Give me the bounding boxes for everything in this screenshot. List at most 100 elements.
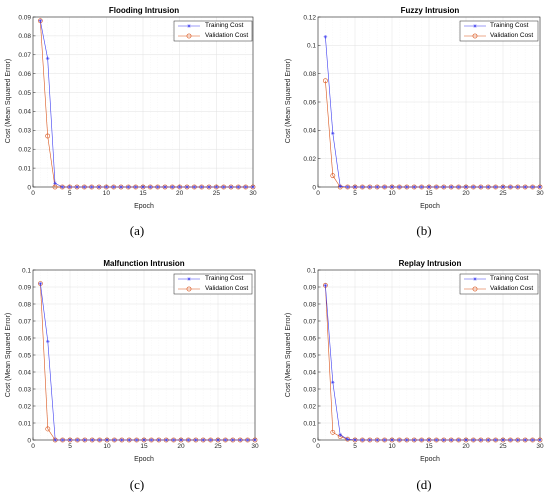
data-point-training bbox=[120, 438, 124, 442]
y-tick-label: 0.06 bbox=[303, 335, 316, 342]
chart-title: Fuzzy Intrusion bbox=[401, 6, 460, 15]
chart-title: Flooding Intrusion bbox=[109, 6, 179, 15]
x-tick-label: 5 bbox=[353, 443, 357, 450]
y-axis-label: Cost (Mean Squared Error) bbox=[285, 313, 292, 397]
y-tick-label: 0.04 bbox=[18, 369, 31, 376]
data-point-training bbox=[141, 185, 145, 189]
y-tick-label: 0.02 bbox=[18, 147, 31, 154]
x-tick-label: 30 bbox=[249, 190, 257, 197]
y-tick-label: 0.08 bbox=[18, 301, 31, 308]
data-point-training bbox=[516, 438, 520, 442]
data-point-training bbox=[179, 438, 183, 442]
data-point-training bbox=[464, 438, 468, 442]
y-tick-label: 0 bbox=[312, 184, 316, 191]
x-tick-label: 30 bbox=[251, 443, 259, 450]
x-axis-label: Epoch bbox=[420, 456, 440, 463]
y-tick-label: 0.02 bbox=[18, 403, 31, 410]
data-point-training bbox=[456, 185, 461, 189]
data-point-training bbox=[83, 438, 87, 442]
x-tick-label: 10 bbox=[388, 190, 396, 197]
data-point-training bbox=[53, 438, 57, 442]
y-tick-label: 0.04 bbox=[18, 109, 31, 116]
data-point-training bbox=[229, 185, 233, 189]
data-point-training bbox=[186, 438, 191, 442]
data-point-training bbox=[155, 185, 160, 189]
y-tick-label: 0.09 bbox=[303, 284, 316, 291]
x-axis-label: Epoch bbox=[134, 203, 154, 210]
data-point-training bbox=[46, 339, 50, 344]
data-point-training bbox=[223, 438, 228, 442]
x-tick-label: 0 bbox=[316, 443, 320, 450]
data-point-training bbox=[405, 185, 409, 189]
data-point-training bbox=[323, 283, 328, 288]
data-point-validation bbox=[37, 18, 43, 24]
x-tick-label: 25 bbox=[214, 443, 222, 450]
legend-swatch-marker bbox=[187, 277, 191, 281]
x-axis-label: Epoch bbox=[134, 456, 154, 463]
data-point-training bbox=[464, 185, 468, 189]
data-point-training bbox=[231, 438, 235, 442]
legend-label-training: Training Cost bbox=[205, 22, 244, 29]
y-axis-label: Cost (Mean Squared Error) bbox=[5, 313, 12, 397]
data-point-training bbox=[501, 185, 505, 189]
y-tick-label: 0.12 bbox=[303, 14, 316, 21]
y-tick-label: 0.1 bbox=[307, 267, 316, 274]
y-axis-label: Cost (Mean Squared Error) bbox=[5, 59, 12, 143]
data-point-training bbox=[82, 185, 87, 189]
panel-a: 0 5 10 15 20 25 30 0 0.01 0.02 0.03 0.04 0.05 0.06 0.0… bbox=[5, 6, 257, 238]
data-point-training bbox=[236, 185, 241, 189]
data-point-training bbox=[192, 185, 197, 189]
data-point-training bbox=[493, 438, 498, 442]
data-point-training bbox=[419, 185, 424, 189]
data-point-training bbox=[427, 438, 431, 442]
y-tick-label: 0.01 bbox=[18, 165, 31, 172]
x-tick-label: 20 bbox=[176, 190, 184, 197]
data-point-training bbox=[508, 185, 513, 189]
x-tick-label: 25 bbox=[213, 190, 221, 197]
legend-label-validation: Validation Cost bbox=[205, 285, 248, 292]
x-tick-label: 15 bbox=[139, 190, 147, 197]
data-point-training bbox=[221, 185, 226, 189]
data-point-training bbox=[97, 185, 101, 189]
data-point-training bbox=[486, 438, 490, 442]
data-point-training bbox=[501, 438, 505, 442]
legend-label-validation: Validation Cost bbox=[490, 32, 533, 39]
panel-c: 0 5 10 15 20 25 30 0 0.01 0.02 0.03 0.04 0.05 0.06 0.0… bbox=[5, 259, 259, 492]
data-point-training bbox=[243, 185, 248, 189]
data-point-training bbox=[214, 185, 219, 189]
data-point-training bbox=[170, 185, 175, 189]
data-point-training bbox=[538, 438, 542, 442]
legend-swatch-marker bbox=[472, 286, 478, 292]
data-point-training bbox=[201, 438, 205, 442]
data-point-training bbox=[449, 185, 453, 189]
data-point-training bbox=[382, 185, 387, 189]
data-point-training bbox=[360, 185, 365, 189]
x-tick-label: 5 bbox=[353, 190, 357, 197]
x-tick-label: 25 bbox=[499, 190, 507, 197]
data-point-training bbox=[75, 185, 79, 189]
data-point-training bbox=[163, 185, 167, 189]
data-point-training bbox=[126, 185, 131, 189]
legend-swatch-marker bbox=[473, 277, 477, 281]
data-point-validation bbox=[322, 78, 328, 84]
data-point-training bbox=[479, 438, 483, 442]
data-point-training bbox=[442, 438, 446, 442]
y-tick-label: 0.05 bbox=[18, 352, 31, 359]
data-point-training bbox=[157, 438, 161, 442]
x-tick-label: 10 bbox=[103, 190, 111, 197]
data-point-training bbox=[412, 185, 416, 189]
data-point-training bbox=[516, 185, 520, 189]
data-point-training bbox=[119, 185, 123, 189]
legend-label-training: Training Cost bbox=[205, 275, 244, 282]
y-tick-label: 0.02 bbox=[303, 156, 316, 163]
data-point-validation bbox=[330, 173, 336, 179]
data-point-training bbox=[382, 438, 387, 442]
data-point-training bbox=[251, 185, 255, 189]
data-point-training bbox=[38, 281, 43, 286]
data-point-training bbox=[390, 185, 394, 189]
legend-label-validation: Validation Cost bbox=[490, 285, 533, 292]
y-tick-label: 0.1 bbox=[22, 267, 31, 274]
data-point-training bbox=[368, 438, 372, 442]
data-point-training bbox=[105, 438, 109, 442]
y-tick-label: 0.1 bbox=[307, 43, 316, 50]
